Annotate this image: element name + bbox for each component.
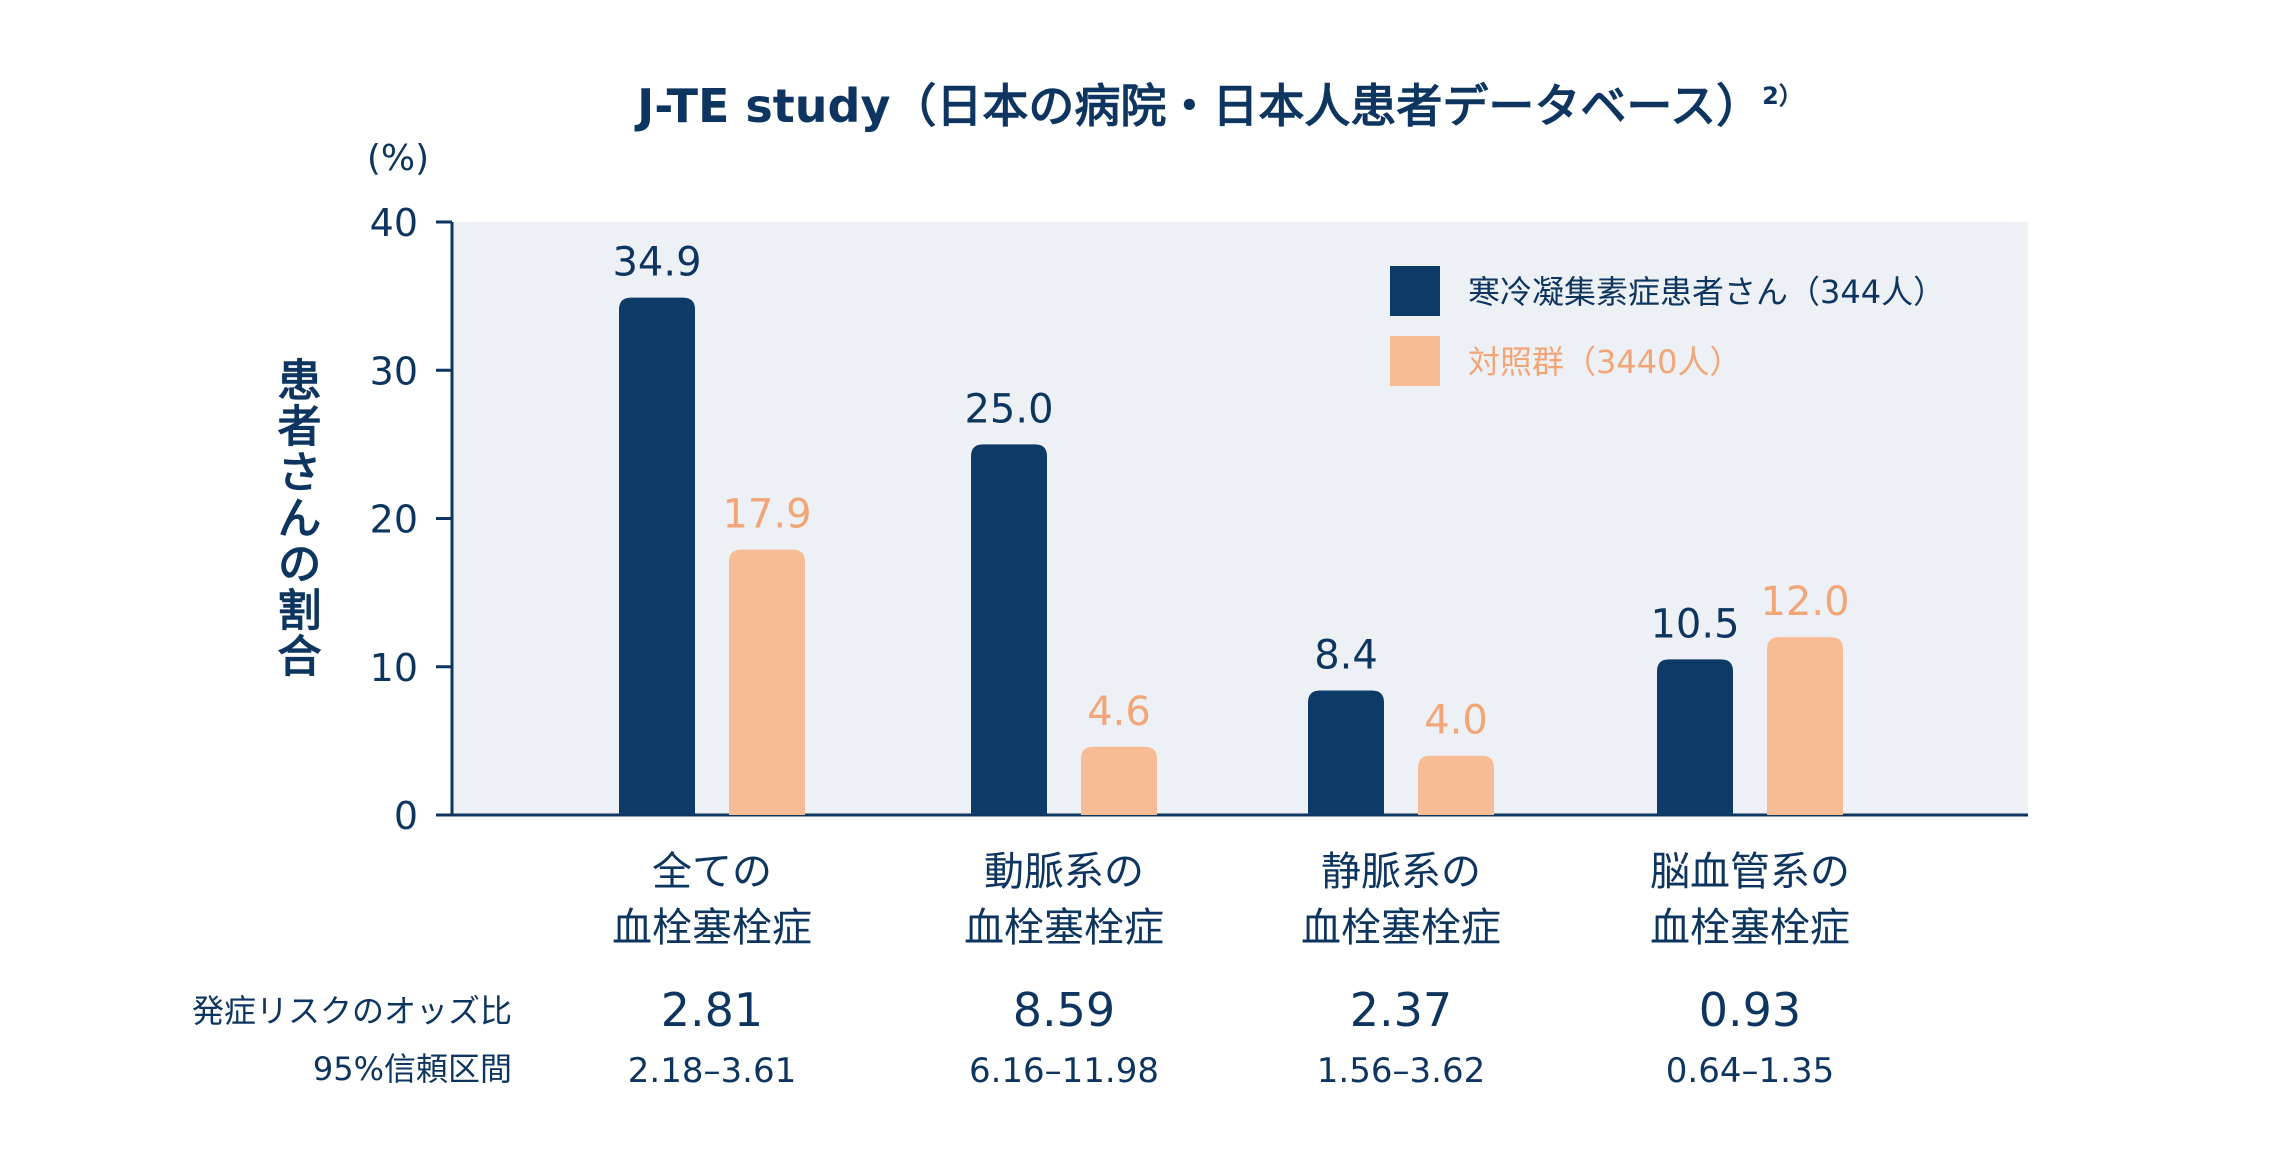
bars: 34.9 25.0 8.4 10.5 17.9 4.6 4.0 12.0	[612, 240, 1850, 815]
odds-ratio-0: 2.81	[661, 983, 763, 1037]
chart-title-text: J-TE study（日本の病院・日本人患者データベース）	[634, 79, 1762, 133]
bar-cad-0	[619, 297, 695, 815]
y-unit-label: (%)	[367, 138, 429, 179]
value-label-control-3: 12.0	[1760, 579, 1849, 625]
value-label-cad-1: 25.0	[964, 386, 1053, 432]
odds-ratio-row-label: 発症リスクのオッズ比	[192, 992, 512, 1030]
y-ticks: 40 30 20 10 0	[370, 201, 452, 838]
legend-swatch-cad	[1390, 266, 1440, 316]
bar-control-0	[729, 549, 805, 815]
legend: 寒冷凝集素症患者さん（344人） 対照群（3440人）	[1390, 266, 1945, 386]
confidence-interval-3: 0.64–1.35	[1666, 1051, 1834, 1091]
bar-cad-1	[971, 444, 1047, 815]
y-tick-label: 10	[370, 646, 418, 690]
bar-control-2	[1418, 755, 1494, 815]
category-label-3-line-0: 脳血管系の	[1650, 849, 1850, 895]
bar-control-3	[1767, 637, 1843, 815]
odds-ratio-2: 2.37	[1350, 983, 1452, 1037]
y-tick-label: 40	[370, 201, 418, 245]
odds-ratio-1: 8.59	[1013, 983, 1115, 1037]
category-label-3-line-1: 血栓塞栓症	[1650, 905, 1850, 951]
value-label-cad-0: 34.9	[612, 240, 701, 286]
confidence-interval-2: 1.56–3.62	[1317, 1051, 1485, 1091]
category-label-2-line-1: 血栓塞栓症	[1301, 905, 1501, 951]
category-label-2-line-0: 静脈系の	[1321, 849, 1481, 895]
plot-background	[452, 222, 2028, 814]
value-label-control-1: 4.6	[1087, 689, 1151, 735]
odds-ratio-3: 0.93	[1699, 983, 1801, 1037]
ci-row-label: 95%信頼区間	[313, 1050, 512, 1088]
confidence-interval-0: 2.18–3.61	[628, 1051, 796, 1091]
y-tick-label: 30	[370, 349, 418, 393]
value-label-control-0: 17.9	[722, 492, 811, 538]
bar-control-1	[1081, 746, 1157, 815]
legend-swatch-control	[1390, 336, 1440, 386]
legend-label-cad: 寒冷凝集素症患者さん（344人）	[1468, 273, 1945, 311]
confidence-interval-1: 6.16–11.98	[969, 1051, 1159, 1091]
category-label-1-line-1: 血栓塞栓症	[964, 905, 1164, 951]
value-label-cad-2: 8.4	[1314, 632, 1378, 678]
odds-ratio-values: 2.81 2.18–3.61 8.59 6.16–11.98 2.37 1.56–3.62…	[628, 983, 1834, 1091]
y-tick-label: 20	[370, 498, 418, 542]
y-tick-label: 0	[394, 794, 418, 838]
bar-cad-2	[1308, 690, 1384, 815]
value-label-cad-3: 10.5	[1650, 601, 1739, 647]
value-label-control-2: 4.0	[1424, 698, 1488, 744]
category-label-0-line-0: 全ての	[652, 849, 772, 895]
y-axis-label: 患者さんの割合	[270, 357, 322, 679]
category-label-1-line-0: 動脈系の	[984, 849, 1144, 895]
legend-label-control: 対照群（3440人）	[1468, 343, 1741, 381]
bar-cad-3	[1657, 659, 1733, 815]
chart-title: J-TE study（日本の病院・日本人患者データベース）2）	[634, 79, 1803, 133]
category-label-0-line-1: 血栓塞栓症	[612, 905, 812, 951]
chart-title-superscript: 2）	[1762, 82, 1803, 110]
